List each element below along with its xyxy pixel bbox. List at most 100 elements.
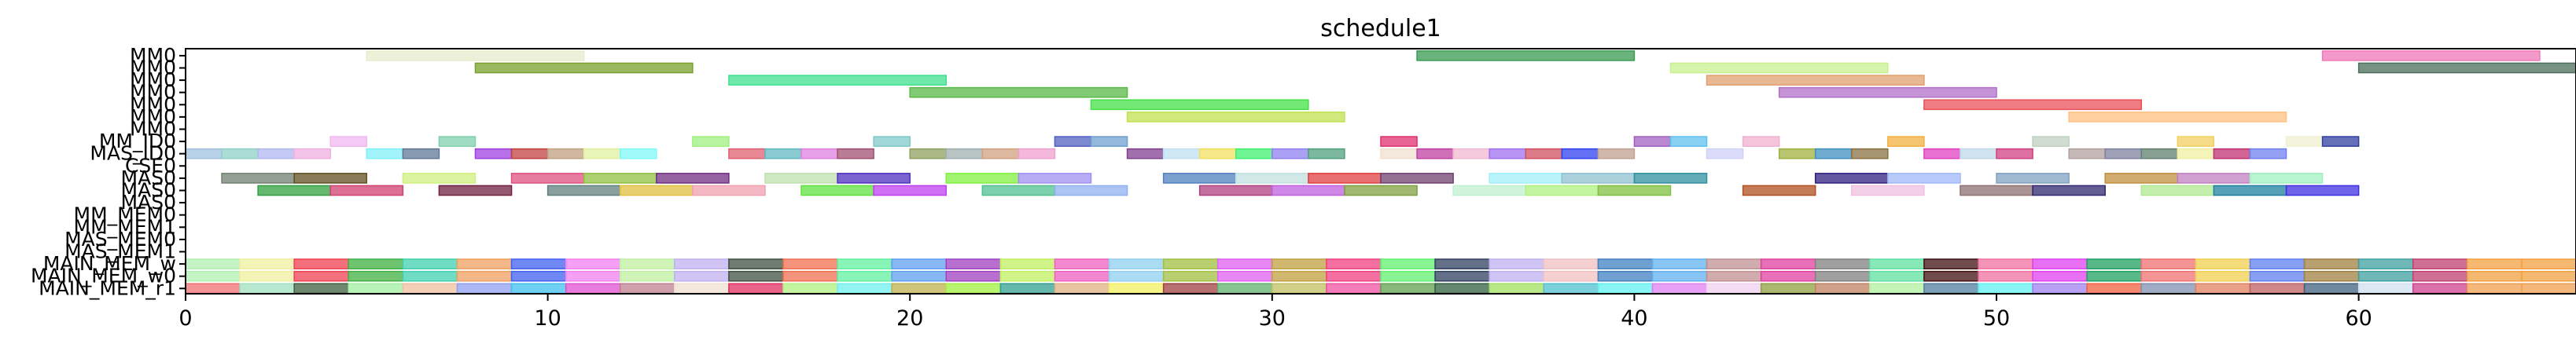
memory-slot-bar [1706,283,1762,295]
task-bar [1380,173,1454,184]
x-tick-label: 20 [896,306,923,331]
memory-slot-bar [1814,270,1871,282]
task-bar [873,185,948,196]
task-bar [837,173,911,184]
memory-slot-bar [674,283,730,295]
memory-slot-bar [1326,270,1382,282]
task-bar [293,148,331,159]
task-bar [366,148,404,159]
x-tick-label: 60 [2345,306,2372,331]
task-bar [1018,173,1092,184]
task-bar [1525,148,1563,159]
memory-slot-bar [2521,270,2576,282]
y-tick-label: MAS0 [121,178,176,201]
task-bar [1452,185,1526,196]
task-bar [619,185,694,196]
y-tick-label: MM_MEM0 [74,203,176,226]
task-bar [510,173,585,184]
y-tick-label: MAIN_MEM_w [43,252,176,275]
task-bar [510,148,549,159]
task-bar [1996,173,2070,184]
memory-slot-bar [2249,270,2306,282]
y-tick-label: MM0 [130,68,176,91]
y-tick-label: MM_MEM1 [74,215,176,238]
memory-slot-bar [891,270,948,282]
memory-slot-bar [510,270,567,282]
task-bar [257,185,331,196]
y-tick-label: MAS0 [121,167,176,189]
memory-slot-bar [2467,258,2523,269]
task-bar [1706,75,1925,86]
memory-slot-bar [1216,270,1273,282]
memory-slot-bar [1271,283,1327,295]
memory-slot-bar [2357,258,2414,269]
y-tick-label: MM_ID0 [99,130,176,152]
task-bar [1162,148,1201,159]
task-bar [1706,148,1744,159]
task-bar [1162,173,1237,184]
memory-slot-bar [185,270,241,282]
memory-slot-bar [2032,270,2088,282]
task-bar [2177,148,2215,159]
task-bar [1742,136,1780,147]
task-bar [692,185,766,196]
task-bar [546,148,585,159]
task-bar [2357,62,2576,74]
task-bar [1344,185,1418,196]
task-bar [945,148,984,159]
memory-slot-bar [185,283,241,295]
task-bar [221,173,295,184]
memory-slot-bar [293,283,350,295]
task-bar [2285,136,2324,147]
memory-slot-bar [1434,283,1490,295]
task-bar [293,173,368,184]
memory-slot-bar [1923,258,1979,269]
task-bar [1271,148,1309,159]
task-bar [438,185,513,196]
memory-slot-bar [510,283,567,295]
task-bar [402,148,440,159]
task-bar [1814,173,1889,184]
task-bar [583,173,657,184]
memory-slot-bar [1380,283,1436,295]
memory-slot-bar [1706,258,1762,269]
task-bar [981,148,1020,159]
x-axis-ticks: 0 10 20 30 40 50 60 [178,294,2372,331]
task-bar [1090,136,1128,147]
memory-slot-bar [2086,258,2143,269]
task-bar [728,148,766,159]
task-bar [2032,136,2070,147]
memory-slot-bar [2303,258,2360,269]
task-bar [1489,173,1563,184]
memory-slot-bar [1706,270,1762,282]
task-bar [257,148,295,159]
task-bar [2032,185,2106,196]
task-bar [2140,148,2179,159]
task-bar [1633,173,1708,184]
memory-slot-bar [1108,270,1165,282]
memory-slot-bar [456,283,513,295]
task-bar [2321,136,2360,147]
memory-slot-bar [782,258,838,269]
task-bar [2104,148,2143,159]
task-bar [1198,148,1237,159]
memory-slot-bar [1760,283,1816,295]
memory-slot-bar [1814,283,1871,295]
memory-slot-bar [456,258,513,269]
task-bar [2249,148,2287,159]
memory-slot-bar [728,270,784,282]
y-tick-label: MM0 [130,105,176,128]
task-bar [2249,173,2324,184]
memory-slot-bar [1760,258,1816,269]
task-bar [656,173,730,184]
task-bar [1416,148,1454,159]
task-bar [1198,185,1273,196]
task-bar [329,136,368,147]
task-bar [764,173,838,184]
memory-slot-bar [2249,258,2306,269]
memory-slot-bar [402,283,458,295]
task-bar [1960,148,1997,159]
task-bar [764,148,802,159]
task-bar [837,148,874,159]
memory-slot-bar [565,258,621,269]
